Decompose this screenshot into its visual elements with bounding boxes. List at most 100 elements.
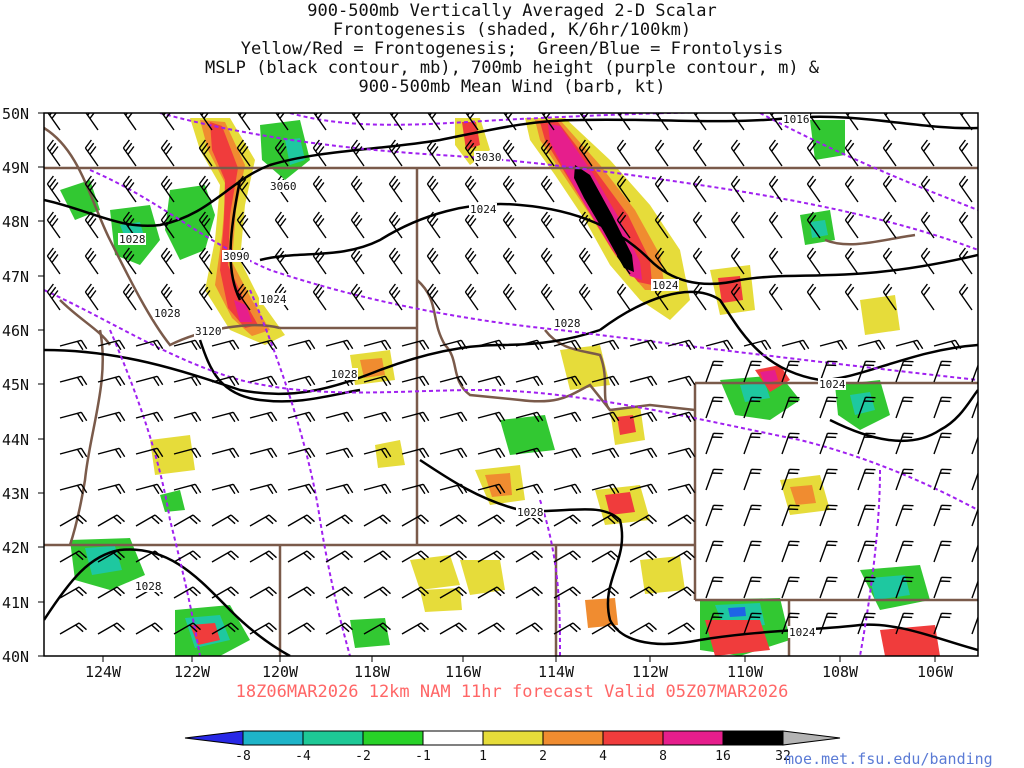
wind-barb	[135, 411, 164, 423]
colorbar-segment	[482, 730, 544, 746]
wind-barb	[135, 447, 164, 459]
wind-barb	[401, 550, 429, 563]
wind-barb	[895, 576, 914, 599]
wind-barb	[312, 175, 327, 203]
wind-barb	[47, 113, 61, 131]
wind-barb	[401, 514, 429, 527]
wind-barb	[857, 468, 876, 491]
wind-barb	[819, 540, 838, 563]
wind-barb	[160, 175, 175, 203]
wind-barb	[97, 375, 126, 387]
wind-barb	[97, 586, 125, 599]
wind-barb	[388, 211, 403, 239]
mslp-label: 1024	[470, 203, 497, 216]
wind-barb	[464, 139, 479, 167]
wind-barb	[46, 175, 61, 203]
wind-barb	[667, 514, 695, 527]
wind-barb	[540, 247, 555, 275]
wind-barb	[312, 139, 327, 167]
wind-barb	[857, 576, 876, 599]
wind-barb	[933, 396, 952, 419]
wind-barb	[59, 586, 87, 599]
fronto-band-black	[574, 165, 634, 272]
wind-barb	[46, 283, 61, 311]
wind-barb	[882, 211, 897, 239]
wind-barb	[655, 113, 669, 131]
wind-barb	[502, 247, 517, 275]
wind-barb	[768, 283, 783, 311]
colorbar-segment	[782, 730, 841, 746]
wind-barb	[249, 375, 278, 387]
wind-barb	[591, 622, 619, 635]
wind-barb	[781, 360, 800, 383]
wind-barb	[692, 283, 707, 311]
wind-barb	[895, 540, 914, 563]
wind-barb	[426, 139, 441, 167]
wind-barb	[84, 283, 99, 311]
wind-barb	[122, 247, 137, 275]
wind-barb	[287, 375, 316, 387]
wind-barb	[971, 543, 978, 563]
wind-barb	[515, 375, 544, 387]
lon-label: 116W	[445, 663, 482, 681]
lat-label: 41N	[2, 594, 29, 612]
wind-barb	[122, 283, 137, 311]
lon-label: 112W	[632, 663, 669, 681]
wind-barb	[287, 622, 315, 635]
wind-barb	[705, 339, 734, 351]
wind-barb	[388, 283, 403, 311]
wind-barb	[287, 339, 316, 351]
wind-barb	[515, 411, 544, 423]
wind-barb	[578, 175, 593, 203]
wind-barb	[173, 586, 201, 599]
wind-barb	[325, 447, 354, 459]
wind-barb	[959, 113, 973, 131]
mslp-label: 1028	[554, 317, 581, 330]
wind-barb	[426, 283, 441, 311]
wind-barb	[781, 396, 800, 419]
wind-barb	[312, 211, 327, 239]
wind-barb	[173, 483, 202, 495]
wind-barb	[59, 339, 88, 351]
wind-barb	[781, 504, 800, 527]
wind-barb	[515, 550, 543, 563]
wind-barb	[363, 483, 392, 495]
wind-barb	[845, 113, 859, 131]
wind-barb	[857, 432, 876, 455]
wind-barb	[844, 283, 859, 311]
wind-barb	[933, 432, 952, 455]
wind-barb	[629, 550, 657, 563]
wind-barb	[616, 283, 631, 311]
wind-barb	[439, 622, 467, 635]
wind-barb	[578, 283, 593, 311]
wind-barb	[743, 360, 762, 383]
colorbar-segment	[184, 730, 244, 746]
wind-barb	[287, 411, 316, 423]
colorbar-label: -8	[235, 749, 251, 764]
valid-time: 18Z06MAR2026 12km NAM 11hr forecast Vali…	[235, 682, 789, 702]
wind-barb	[933, 504, 952, 527]
wind-barb	[211, 339, 240, 351]
wind-barb	[781, 432, 800, 455]
wind-barb	[198, 283, 213, 311]
wind-barb	[477, 622, 505, 635]
wind-barb	[249, 447, 278, 459]
wind-barb	[161, 113, 175, 131]
wind-barb	[84, 247, 99, 275]
colorbar-segment	[542, 730, 604, 746]
wind-barb	[844, 139, 859, 167]
wind-barb	[464, 175, 479, 203]
wind-barb	[578, 211, 593, 239]
wind-barb	[629, 411, 658, 423]
wind-barb	[426, 211, 441, 239]
wind-barb	[122, 211, 137, 239]
wind-barb	[287, 550, 315, 563]
wind-barb	[667, 550, 695, 563]
fronto-or-red	[210, 122, 258, 328]
wind-barb	[730, 247, 745, 275]
wind-barb	[388, 175, 403, 203]
wind-barb	[211, 447, 240, 459]
wind-barb	[59, 411, 88, 423]
credit-link[interactable]: moe.met.fsu.edu/banding	[785, 750, 993, 768]
wind-barb	[806, 175, 821, 203]
